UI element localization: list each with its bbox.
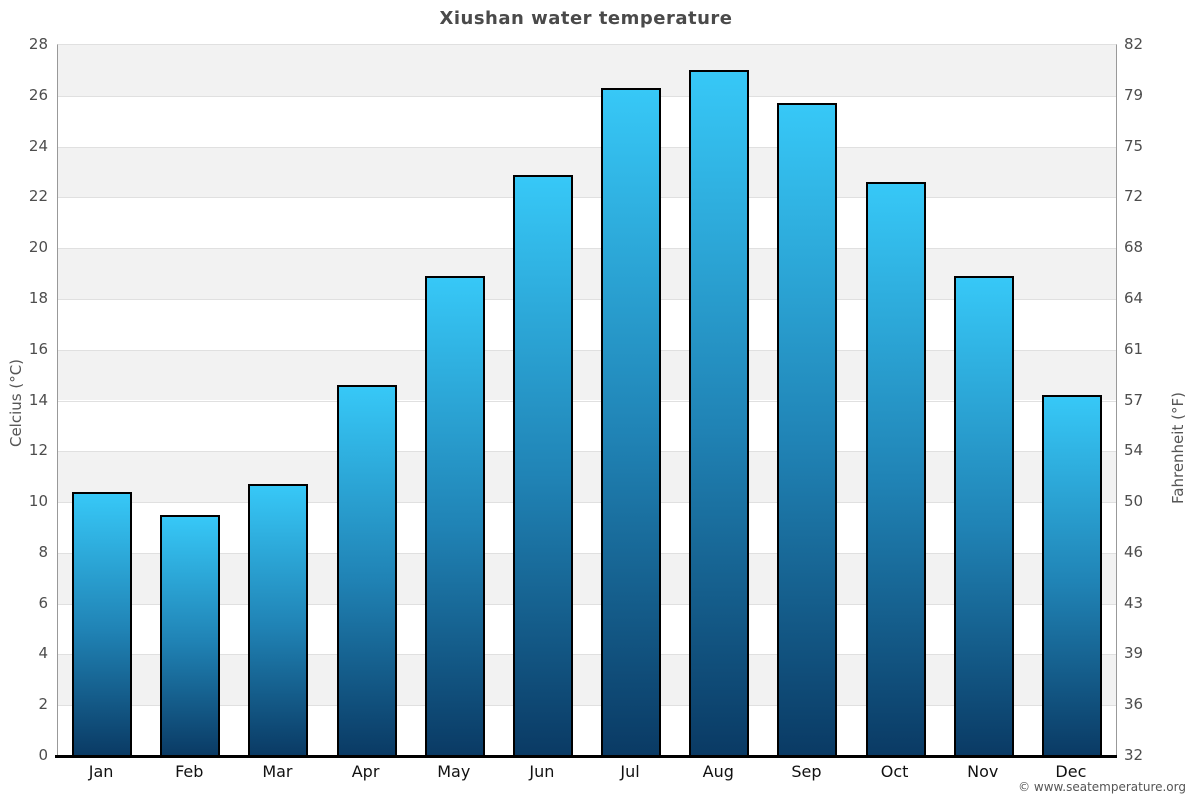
gridline <box>58 400 1116 402</box>
y-tick-celsius-2: 2 <box>38 695 48 714</box>
y-tick-celsius-22: 22 <box>28 187 48 206</box>
gridline <box>58 552 1116 554</box>
bar-jan <box>72 491 133 756</box>
y-tick-celsius-26: 26 <box>28 85 48 104</box>
gridline <box>58 146 1116 148</box>
gridline <box>58 603 1116 605</box>
x-axis-line <box>55 755 1117 758</box>
x-tick-aug: Aug <box>702 762 734 781</box>
gridline <box>58 248 1116 250</box>
bar-jul <box>601 88 662 756</box>
gridline <box>58 654 1116 656</box>
y-tick-fahrenheit-32: 32 <box>1124 746 1144 764</box>
bar-dec <box>1041 395 1102 756</box>
plot-area <box>57 44 1117 756</box>
chart-title: Xiushan water temperature <box>439 8 733 29</box>
y-tick-fahrenheit-61: 61 <box>1124 339 1144 358</box>
x-tick-mar: Mar <box>262 762 293 781</box>
plot-band <box>58 654 1116 706</box>
y-tick-celsius-0: 0 <box>38 746 48 764</box>
y-tick-celsius-24: 24 <box>28 136 48 155</box>
y-tick-fahrenheit-39: 39 <box>1124 644 1144 663</box>
y-tick-fahrenheit-54: 54 <box>1124 441 1144 460</box>
bar-sep <box>777 103 838 756</box>
plot-band <box>58 248 1116 299</box>
gridline <box>58 95 1116 97</box>
y-tick-celsius-4: 4 <box>38 644 48 663</box>
gridline <box>58 197 1116 199</box>
x-tick-oct: Oct <box>880 762 909 781</box>
y-tick-fahrenheit-72: 72 <box>1124 187 1144 206</box>
y-tick-celsius-12: 12 <box>28 441 48 460</box>
y-tick-celsius-10: 10 <box>28 492 48 511</box>
gridline <box>58 705 1116 707</box>
bar-feb <box>160 514 221 756</box>
plot-band <box>58 146 1116 198</box>
y-tick-fahrenheit-68: 68 <box>1124 238 1144 257</box>
y-tick-celsius-16: 16 <box>28 339 48 358</box>
bar-jun <box>512 174 573 756</box>
y-tick-celsius-6: 6 <box>38 593 48 612</box>
y-tick-fahrenheit-75: 75 <box>1124 136 1144 155</box>
x-tick-jun: Jun <box>529 762 555 781</box>
gridline <box>58 298 1116 300</box>
gridline <box>58 349 1116 351</box>
y-tick-fahrenheit-79: 79 <box>1124 85 1144 104</box>
x-tick-dec: Dec <box>1055 762 1087 781</box>
y-tick-fahrenheit-43: 43 <box>1124 593 1144 612</box>
y-tick-celsius-28: 28 <box>28 35 48 53</box>
bar-may <box>424 276 485 756</box>
x-tick-nov: Nov <box>967 762 999 781</box>
plot-band <box>58 349 1116 401</box>
bar-nov <box>953 276 1014 756</box>
copyright-credit: © www.seatemperature.org <box>1018 780 1186 794</box>
bar-apr <box>336 385 397 756</box>
bar-aug <box>689 70 750 756</box>
y-tick-celsius-18: 18 <box>28 288 48 307</box>
y-tick-celsius-14: 14 <box>28 390 48 409</box>
x-tick-feb: Feb <box>175 762 204 781</box>
bar-oct <box>865 182 926 756</box>
y-tick-fahrenheit-64: 64 <box>1124 288 1144 307</box>
plot-band <box>58 45 1116 96</box>
y-tick-celsius-8: 8 <box>38 542 48 561</box>
y-tick-fahrenheit-46: 46 <box>1124 542 1144 561</box>
y-tick-fahrenheit-82: 82 <box>1124 35 1144 53</box>
x-tick-apr: Apr <box>351 762 380 781</box>
y-tick-fahrenheit-57: 57 <box>1124 390 1144 409</box>
y-axis-title-fahrenheit: Fahrenheit (°F) <box>1169 392 1187 504</box>
y-tick-fahrenheit-36: 36 <box>1124 695 1144 714</box>
x-tick-may: May <box>437 762 471 781</box>
y-tick-fahrenheit-50: 50 <box>1124 492 1144 511</box>
plot-band <box>58 552 1116 604</box>
x-tick-sep: Sep <box>791 762 822 781</box>
plot-band <box>58 451 1116 503</box>
y-tick-celsius-20: 20 <box>28 238 48 257</box>
x-tick-jul: Jul <box>620 762 640 781</box>
bar-mar <box>248 484 309 756</box>
gridline <box>58 451 1116 453</box>
gridline <box>58 502 1116 504</box>
x-tick-jan: Jan <box>88 762 114 781</box>
plot-band <box>58 96 1116 147</box>
plot-band <box>58 197 1116 248</box>
